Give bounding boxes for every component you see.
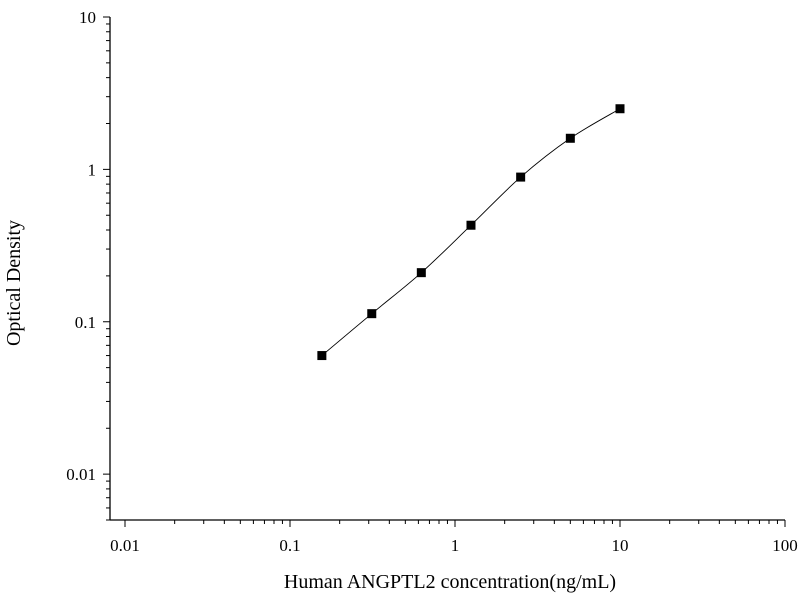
y-ticks: 0.01 0.1 1 10 (66, 8, 110, 521)
x-tick-label: 10 (612, 536, 629, 555)
data-point (565, 133, 575, 143)
y-tick-label: 0.1 (75, 313, 96, 332)
data-point (466, 220, 476, 230)
x-tick-label: 1 (451, 536, 460, 555)
data-point (615, 104, 625, 114)
x-tick-label: 0.1 (279, 536, 300, 555)
x-ticks: 0.01 0.1 1 10 100 (110, 520, 798, 555)
y-tick-label: 1 (88, 160, 97, 179)
y-tick-label: 10 (79, 8, 96, 27)
data-points (317, 104, 625, 361)
y-tick-label: 0.01 (66, 465, 96, 484)
y-axis-title: Optical Density (3, 220, 25, 346)
data-point (367, 309, 377, 319)
fit-curve-line (321, 108, 621, 356)
data-point (416, 268, 426, 278)
data-point (516, 172, 526, 182)
x-tick-label: 100 (772, 536, 798, 555)
plot-axes (109, 17, 785, 521)
data-point (317, 351, 327, 361)
x-tick-label: 0.01 (110, 536, 140, 555)
x-axis-title: Human ANGPTL2 concentration(ng/mL) (284, 571, 616, 593)
